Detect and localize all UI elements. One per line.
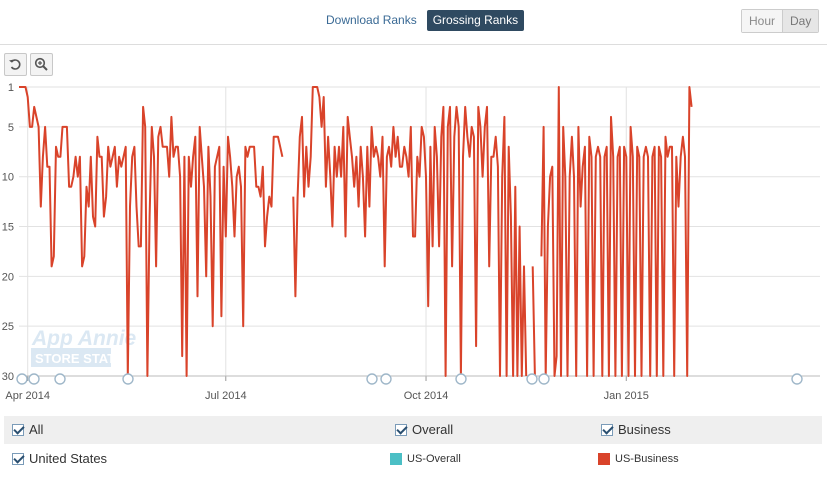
event-marker-icon[interactable] (16, 373, 28, 385)
x-axis-labels: Apr 2014 Jul 2014 Oct 2014 Jan 2015 (5, 390, 649, 402)
event-marker-icon[interactable] (455, 373, 467, 385)
filter-country-label: United States (29, 451, 108, 466)
rank-type-tabs: Download Ranks Grossing Ranks (320, 10, 525, 31)
checkbox-all[interactable] (12, 423, 24, 436)
y-tick-label: 30 (2, 371, 14, 383)
hour-button[interactable]: Hour (742, 10, 783, 32)
granularity-toggle: Hour Day (741, 9, 820, 33)
app-annie-watermark: App Annie STORE STATS (31, 327, 137, 367)
event-markers (16, 373, 803, 385)
filter-overall-label: Overall (412, 422, 454, 437)
legend-label-us-overall: US-Overall (407, 453, 461, 465)
legend-us-business[interactable]: US-Business (598, 453, 679, 465)
x-tick-label: Oct 2014 (404, 390, 449, 402)
day-button[interactable]: Day (782, 10, 819, 32)
reset-zoom-button[interactable] (4, 53, 27, 76)
watermark-line1: App Annie (31, 327, 137, 350)
event-marker-icon[interactable] (122, 373, 134, 385)
filter-country[interactable]: United States (12, 451, 107, 466)
filter-row-categories: All Overall Business (4, 416, 822, 444)
legend-swatch-us-overall (390, 453, 402, 465)
grid (19, 86, 820, 381)
legend-label-us-business: US-Business (615, 453, 679, 465)
y-tick-label: 10 (2, 172, 14, 184)
filter-business[interactable]: Business (601, 422, 671, 437)
checkbox-business[interactable] (601, 423, 613, 436)
zoom-in-icon (34, 57, 48, 71)
event-marker-icon[interactable] (791, 373, 803, 385)
x-tick-label: Jan 2015 (604, 390, 649, 402)
zoom-button[interactable] (30, 53, 53, 76)
legend-swatch-us-business (598, 453, 610, 465)
filter-business-label: Business (618, 422, 671, 437)
reset-icon (9, 59, 21, 70)
checkbox-overall[interactable] (395, 423, 407, 436)
filter-all-label: All (29, 422, 44, 437)
series-layer (19, 86, 693, 377)
x-tick-label: Jul 2014 (205, 390, 247, 402)
legend-us-overall[interactable]: US-Overall (390, 453, 461, 465)
event-marker-icon[interactable] (28, 373, 40, 385)
series-line-0[interactable] (19, 86, 693, 377)
top-divider (0, 44, 827, 45)
y-tick-label: 25 (2, 321, 14, 333)
filter-all[interactable]: All (12, 422, 43, 437)
event-marker-icon[interactable] (380, 373, 392, 385)
tab-download-ranks[interactable]: Download Ranks (326, 13, 417, 27)
event-marker-icon[interactable] (54, 373, 66, 385)
x-tick-label: Apr 2014 (5, 390, 50, 402)
watermark-line2: STORE STATS (35, 351, 124, 366)
y-tick-label: 5 (8, 122, 14, 134)
filter-row-countries: United States US-Overall US-Business (4, 445, 822, 473)
watermark-badge (31, 348, 111, 367)
event-marker-icon[interactable] (366, 373, 378, 385)
y-tick-label: 1 (8, 82, 14, 94)
event-marker-icon[interactable] (526, 373, 538, 385)
filter-overall[interactable]: Overall (395, 422, 453, 437)
y-tick-label: 15 (2, 222, 14, 234)
tab-grossing-ranks[interactable]: Grossing Ranks (426, 10, 525, 31)
checkbox-united-states[interactable] (12, 452, 24, 465)
y-tick-label: 20 (2, 271, 14, 283)
event-marker-icon[interactable] (538, 373, 550, 385)
